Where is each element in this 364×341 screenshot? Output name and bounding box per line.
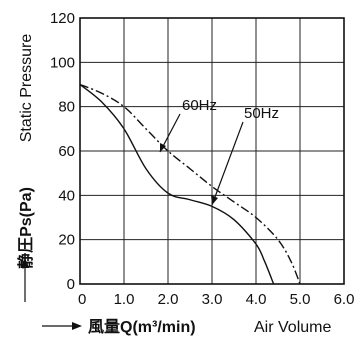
x-tick-label: 4.0 [246,291,267,308]
y-axis-label-en: Static Pressure [18,34,35,143]
x-tick-label: 5.0 [290,291,311,308]
x-tick-label: 2.0 [158,291,179,308]
x-tick-label: 0 [78,291,86,308]
series-label-60hz: 60Hz [182,97,217,114]
series-line-50hz [79,83,275,285]
leader-arrow-50hz [211,195,218,205]
y-tick-label: 0 [67,276,75,293]
x-tick-label: 3.0 [202,291,223,308]
y-tick-label: 100 [50,54,75,71]
y-tick-label: 80 [58,99,75,116]
y-tick-label: 60 [58,143,75,160]
x-axis-label: 風量Q(m³/min) [88,318,196,336]
y-axis-arrow-head [21,258,29,268]
x-tick-label: 1.0 [114,291,135,308]
series-line-60hz [79,83,301,285]
x-tick-labels: 0 1.0 2.0 3.0 4.0 5.0 6.0 [78,291,354,308]
y-tick-label: 120 [50,10,75,27]
grid [80,18,344,284]
x-axis-label-en: Air Volume [254,319,331,336]
leader-line-50hz [211,121,244,206]
series-lines [79,83,301,285]
y-axis-label: 静圧Ps(Pa) [16,187,35,269]
series-label-50hz: 50Hz [244,105,279,122]
leader-arrow-60hz [160,143,166,152]
x-tick-label: 6.0 [334,291,355,308]
y-tick-label: 40 [58,187,75,204]
y-tick-label: 20 [58,232,75,249]
plot-frame [79,17,345,285]
y-tick-labels: 0 20 40 60 80 100 120 [50,10,75,293]
x-axis-arrow-head [72,322,82,330]
